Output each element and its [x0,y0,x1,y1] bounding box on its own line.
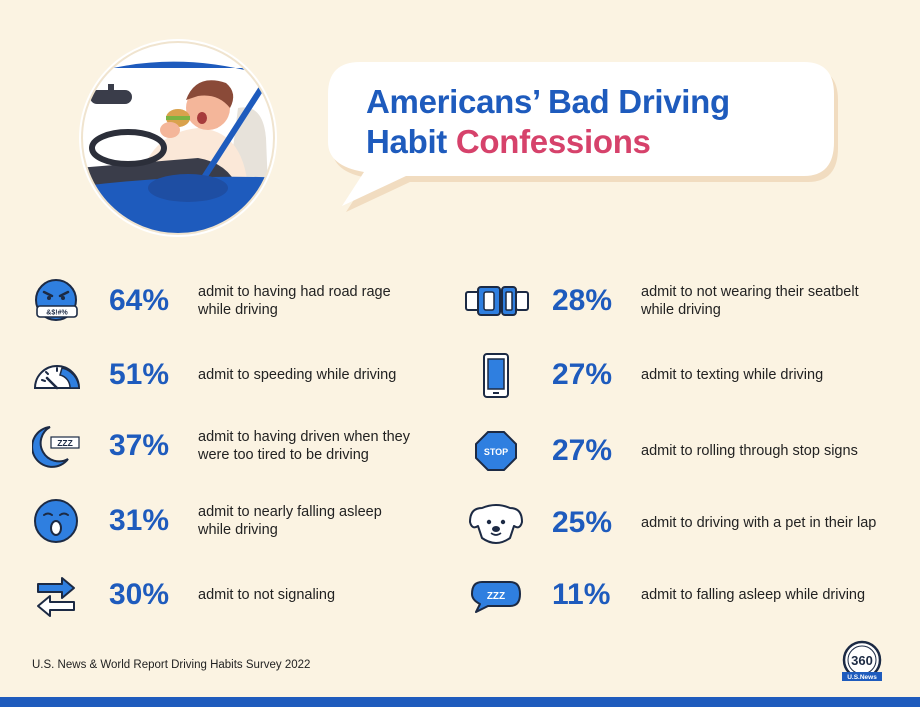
svg-text:ZZZ: ZZZ [57,438,73,448]
stat-description-line-2: while driving [641,302,721,318]
stat-description-line-1: admit to having driven when they [198,429,410,445]
source-citation: U.S. News & World Report Driving Habits … [32,659,311,671]
phone-icon [483,353,509,398]
stat-percent: 37% [109,429,170,462]
stat-description-line-1: admit to not signaling [198,587,336,603]
stat-description-line-2: while driving [198,522,278,538]
title-bubble [328,62,838,212]
zzz-bubble-text: ZZZ [487,591,505,602]
stat-description-line-1: admit to having had road rage [198,284,391,300]
page-title: Americans’ Bad Driving Habit Confessions [366,82,730,162]
stat-description-line-1: admit to rolling through stop signs [641,443,858,459]
stat-percent: 11% [552,578,611,611]
usnews-360-logo: 360 U.S.News [842,640,882,681]
stat-description: admit to rolling through stop signs [641,426,901,476]
stat-percent: 27% [552,434,613,467]
zzz-bubble-icon: ZZZ [471,581,521,613]
seatbelt-icon [465,286,529,316]
stat-percent: 25% [552,506,613,539]
stat-description-line-2: were too tired to be driving [198,447,369,463]
speedometer-icon [33,365,81,390]
stat-description-line-1: admit to falling asleep while driving [641,587,866,603]
stat-description-line-1: admit to not wearing their seatbelt [641,284,859,300]
stat-row-stop-signs: STOP 27% admit to rolling through stop s… [464,426,904,476]
stat-row-nearly-asleep: 31% admit to nearly falling asleep while … [32,496,432,546]
stat-percent: 27% [552,358,613,391]
stat-description: admit to nearly falling asleep while driv… [198,496,438,546]
stat-description: admit to speeding while driving [198,350,438,400]
stat-description: admit to falling asleep while driving [641,570,901,620]
stat-description: admit to having had road rage while drivi… [198,276,438,326]
stat-row-road-rage: &$!#% 64% admit to having had road rage w… [32,276,432,326]
stat-row-signaling: 30% admit to not signaling [32,570,432,620]
svg-text:&$!#%: &$!#% [46,310,68,317]
stat-percent: 30% [109,578,170,611]
angry-face-icon: &$!#% [35,279,78,321]
stat-row-seatbelt: 28% admit to not wearing their seatbelt w… [464,276,904,326]
stat-row-pet: 25% admit to driving with a pet in their… [464,498,904,548]
stat-description-line-1: admit to texting while driving [641,367,824,383]
moon-zzz-icon: ZZZ [32,426,80,468]
stat-row-fell-asleep: ZZZ 11% admit to falling asleep while dr… [464,570,904,620]
dog-icon [469,504,523,544]
stat-description: admit to having driven when they were too… [198,421,438,471]
stat-description: admit to driving with a pet in their lap [641,498,901,548]
stat-row-speeding: 51% admit to speeding while driving [32,350,432,400]
stop-sign-icon: STOP [475,431,517,471]
stat-row-tired: ZZZ 37% admit to having driven when they… [32,421,432,471]
stat-percent: 64% [109,284,170,317]
stat-description-line-1: admit to speeding while driving [198,367,397,383]
stat-description: admit to texting while driving [641,350,901,400]
arrows-icon [37,577,75,617]
stat-description-line-1: admit to driving with a pet in their lap [641,515,877,531]
svg-text:360: 360 [851,653,873,668]
stat-row-texting: 27% admit to texting while driving [464,350,904,400]
hero-illustration [79,39,277,237]
stat-description-line-2: while driving [198,302,278,318]
yawning-face-icon [34,499,78,543]
title-line-2-prefix: Habit [366,123,456,160]
title-line-1: Americans’ Bad Driving [366,83,730,120]
title-line-2: Habit Confessions [366,122,730,162]
stat-percent: 31% [109,504,170,537]
svg-text:U.S.News: U.S.News [847,674,877,681]
stat-percent: 28% [552,284,613,317]
stat-description: admit to not signaling [198,570,438,620]
title-accent: Confessions [455,123,651,160]
stat-description: admit to not wearing their seatbelt while… [641,276,901,326]
bottom-bar [0,697,920,707]
stat-description-line-1: admit to nearly falling asleep [198,504,382,520]
stop-sign-text: STOP [484,447,508,457]
stat-percent: 51% [109,358,170,391]
